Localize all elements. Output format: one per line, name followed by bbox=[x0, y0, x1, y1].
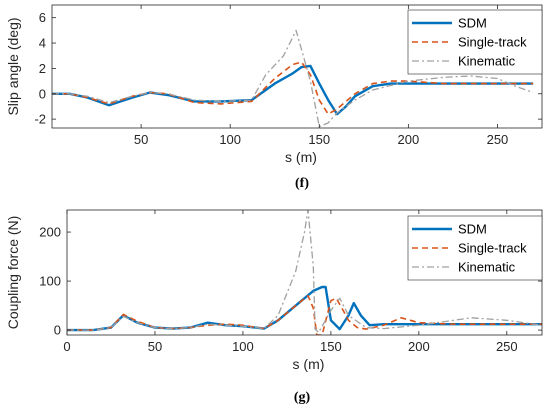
legend-label: SDM bbox=[458, 16, 487, 31]
series-line-single-track bbox=[52, 61, 534, 115]
x-tick-label: 200 bbox=[408, 339, 430, 354]
legend-label: SDM bbox=[458, 222, 487, 237]
y-tick-label: 200 bbox=[39, 225, 61, 240]
y-tick-label: -2 bbox=[34, 112, 46, 127]
y-tick-label: 0 bbox=[39, 86, 46, 101]
y-tick-label: 6 bbox=[39, 10, 46, 25]
series-line-sdm bbox=[52, 64, 534, 116]
legend-label: Kinematic bbox=[458, 54, 516, 69]
legend: SDM Single-track Kinematic bbox=[407, 9, 543, 75]
series-group bbox=[52, 29, 534, 128]
y-tick-label: 100 bbox=[39, 274, 61, 289]
panel-label-g: (g) bbox=[294, 390, 311, 405]
series-group bbox=[67, 210, 542, 335]
y-axis-label: Coupling force (N) bbox=[5, 216, 21, 330]
y-tick-label: 2 bbox=[39, 61, 46, 76]
y-tick-label: 4 bbox=[39, 36, 46, 51]
x-tick-label: 250 bbox=[487, 132, 509, 147]
legend-box bbox=[407, 9, 543, 75]
chart-top: 50 100 150 200 250 -2 0 2 4 6 s (m) Slip angle (deg… bbox=[5, 4, 543, 165]
legend: SDM Single-track Kinematic bbox=[407, 215, 543, 281]
legend-label: Single-track bbox=[458, 241, 527, 256]
x-tick-label: 150 bbox=[308, 132, 330, 147]
y-axis-label: Slip angle (deg) bbox=[5, 17, 21, 115]
y-tick-label: 0 bbox=[54, 323, 61, 338]
x-tick-label: 100 bbox=[219, 132, 241, 147]
panel-label-f: (f) bbox=[295, 176, 309, 191]
legend-box bbox=[407, 215, 543, 281]
chart-bottom: 0 50 100 150 200 250 0 100 200 s (m) Coupling forc… bbox=[5, 209, 543, 372]
legend-label: Kinematic bbox=[458, 260, 516, 275]
x-tick-label: 200 bbox=[398, 132, 420, 147]
series-line-kinematic bbox=[52, 29, 534, 128]
x-axis-label: s (m) bbox=[293, 356, 325, 372]
x-tick-label: 150 bbox=[320, 339, 342, 354]
x-axis-label: s (m) bbox=[285, 149, 317, 165]
x-tick-label: 50 bbox=[148, 339, 162, 354]
legend-label: Single-track bbox=[458, 35, 527, 50]
series-line-kinematic bbox=[67, 210, 542, 334]
x-tick-label: 0 bbox=[63, 339, 70, 354]
x-tick-label: 250 bbox=[496, 339, 518, 354]
x-tick-label: 50 bbox=[134, 132, 148, 147]
x-tick-label: 100 bbox=[232, 339, 254, 354]
